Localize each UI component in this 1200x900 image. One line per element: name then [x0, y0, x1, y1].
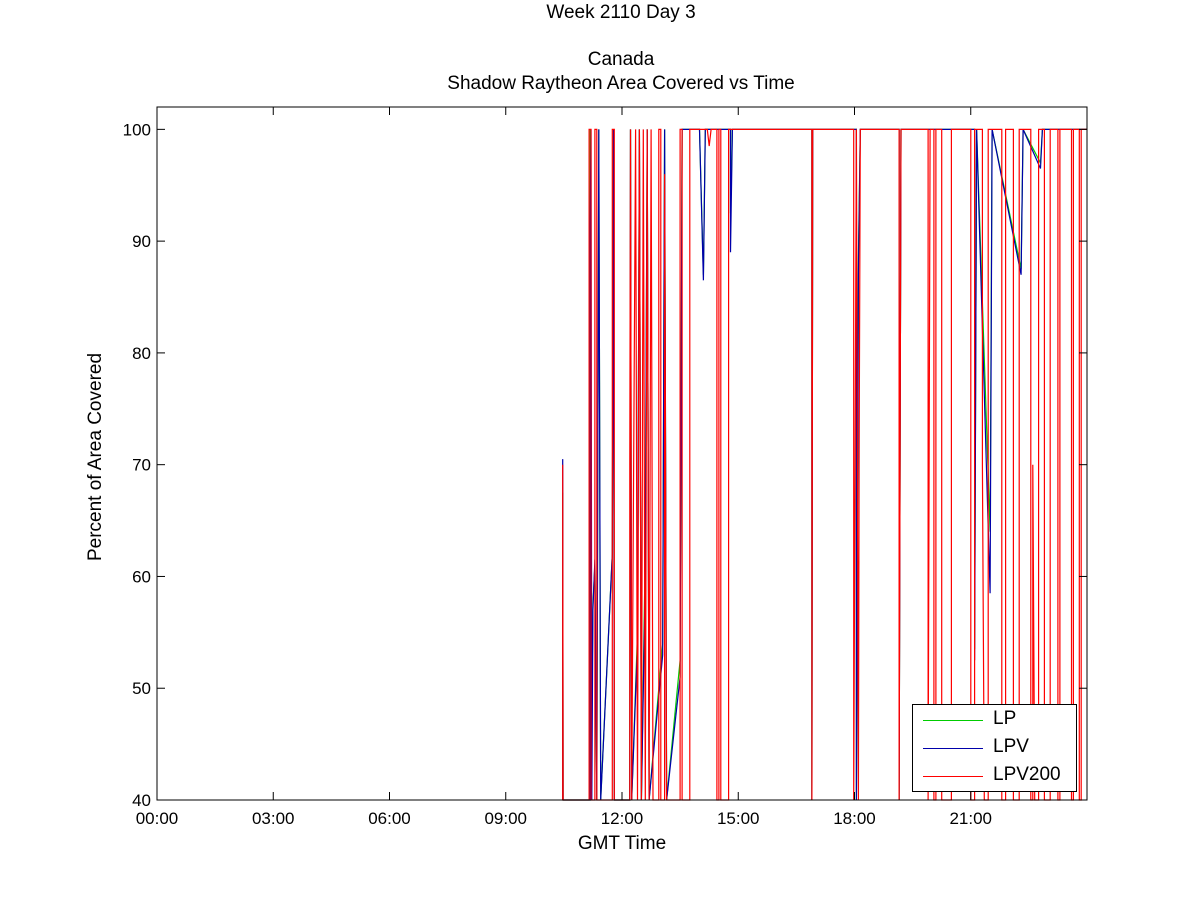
legend-swatch-lpv200: [923, 776, 983, 777]
y-tick-label: 70: [132, 456, 151, 475]
chart-subtitle-description: Shadow Raytheon Area Covered vs Time: [447, 73, 795, 94]
y-axis-label: Percent of Area Covered: [85, 352, 106, 562]
chart-title: Week 2110 Day 3: [546, 2, 696, 23]
y-tick-label: 100: [123, 120, 151, 139]
y-tick-label: 50: [132, 679, 151, 698]
x-tick-label: 15:00: [717, 809, 760, 828]
legend-swatch-lpv: [923, 748, 983, 749]
x-tick-label: 00:00: [136, 809, 179, 828]
x-tick-label: 06:00: [368, 809, 411, 828]
y-tick-label: 40: [132, 791, 151, 810]
legend-item-lp: LP: [913, 707, 1076, 733]
x-tick-label: 12:00: [601, 809, 644, 828]
x-tick-label: 21:00: [949, 809, 992, 828]
legend-item-lpv: LPV: [913, 735, 1076, 761]
y-tick-label: 90: [132, 232, 151, 251]
x-tick-label: 18:00: [833, 809, 876, 828]
chart-subtitle-region: Canada: [587, 49, 655, 70]
legend-label-lpv200: LPV200: [993, 764, 1061, 785]
x-tick-label: 09:00: [484, 809, 527, 828]
legend-label-lpv: LPV: [993, 736, 1029, 757]
legend-item-lpv200: LPV200: [913, 763, 1076, 789]
x-tick-label: 03:00: [252, 809, 295, 828]
y-tick-label: 80: [132, 344, 151, 363]
chart-legend: LP LPV LPV200: [912, 704, 1077, 792]
x-axis-label: GMT Time: [577, 833, 667, 854]
tick-layer: 00:00 03:00 06:00 09:00 12:00 15:00 18:00 21:00…: [123, 107, 1087, 828]
series-line-lpv200: [562, 128, 1087, 801]
legend-swatch-lp: [923, 720, 983, 721]
plot-area: [157, 107, 1087, 800]
legend-label-lp: LP: [993, 708, 1017, 729]
y-tick-label: 60: [132, 567, 151, 586]
